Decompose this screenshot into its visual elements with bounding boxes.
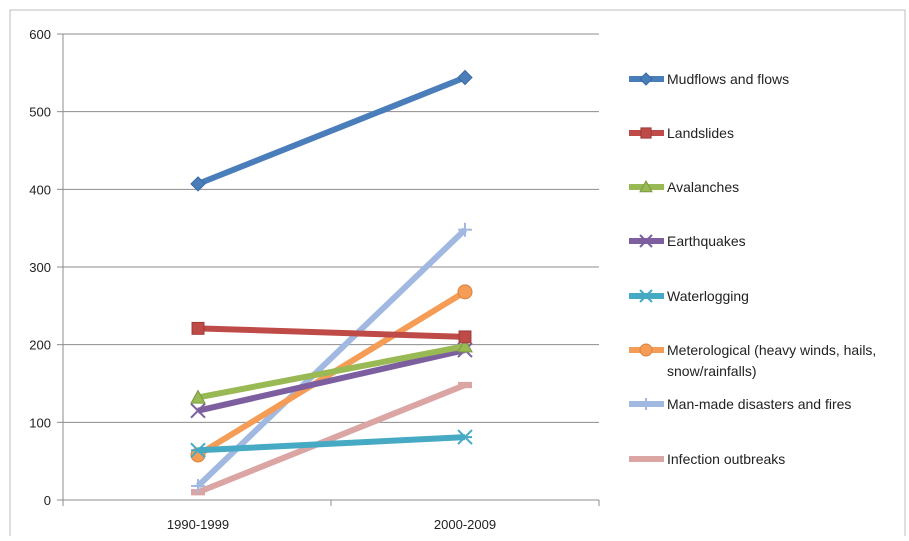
y-tick-label: 600	[29, 27, 51, 42]
x-tick-label: 2000-2009	[434, 517, 496, 532]
legend-entry: Infection outbreaks	[629, 451, 785, 467]
legend-entry: Waterlogging	[629, 288, 749, 304]
series-2	[190, 338, 473, 404]
series-line	[197, 347, 466, 414]
marker-stroke	[190, 402, 206, 419]
data-point	[191, 321, 205, 335]
series-6	[191, 222, 472, 494]
series-4	[190, 429, 473, 459]
series-1	[191, 321, 472, 344]
legend-entry: Mudflows and flows	[629, 71, 789, 87]
axes: 0 100 200 300 400 500 600 1990-1999 2000-2009	[29, 27, 600, 532]
data-point	[457, 429, 473, 445]
legend-label: Earthquakes	[667, 233, 746, 249]
data-point	[457, 338, 473, 353]
data-point	[458, 381, 472, 389]
legend-marker	[639, 289, 653, 303]
y-tick-label: 400	[29, 182, 51, 197]
legend-entry: Avalanches	[629, 179, 739, 195]
series-line	[196, 74, 467, 187]
gridlines	[63, 33, 599, 423]
y-tick-label: 0	[44, 493, 51, 508]
data-point	[458, 330, 472, 344]
legend-marker	[640, 127, 652, 139]
data-point	[191, 479, 205, 494]
legend-marker	[639, 179, 653, 193]
data-point	[457, 284, 473, 300]
series-line	[195, 227, 468, 489]
legend-marker	[639, 343, 653, 357]
y-tick-label: 500	[29, 105, 51, 120]
legend-entry: Meterological (heavy winds, hails, snow/r…	[629, 342, 876, 379]
legend-label: Avalanches	[667, 179, 739, 195]
series-line	[196, 382, 467, 496]
data-point	[457, 69, 473, 86]
legend-marker	[640, 398, 652, 410]
legend-label: Meterological (heavy winds, hails, snow/r…	[667, 342, 876, 379]
data-point	[190, 402, 206, 419]
legend-marker	[639, 72, 653, 86]
legend-label: Mudflows and flows	[667, 71, 789, 87]
legend-label: Waterlogging	[667, 288, 749, 304]
marker-stroke	[639, 234, 653, 248]
x-tick-label: 1990-1999	[167, 517, 229, 532]
series-line	[197, 434, 466, 454]
y-tick-label: 100	[29, 415, 51, 430]
legend-marker	[639, 234, 653, 248]
series-lines	[190, 69, 473, 496]
data-point	[190, 176, 206, 192]
series-line	[197, 325, 466, 340]
chart-border	[9, 9, 906, 541]
data-point	[190, 389, 206, 404]
y-tick-label: 200	[29, 338, 51, 353]
series-0	[190, 69, 473, 192]
series-line	[197, 343, 466, 401]
legend-label: Infection outbreaks	[667, 451, 785, 467]
legend-entry: Man-made disasters and fires	[629, 396, 851, 412]
legend-marker	[640, 456, 652, 462]
data-point	[190, 442, 206, 459]
data-point	[458, 222, 472, 237]
y-tick-label: 300	[29, 260, 51, 275]
legend-entry: Landslides	[629, 125, 734, 141]
legend-label: Man-made disasters and fires	[667, 396, 851, 412]
legend-label: Landslides	[667, 125, 734, 141]
legend-entry: Earthquakes	[629, 233, 746, 249]
legend: Mudflows and flows Landslides Avalanches Ea…	[629, 71, 876, 467]
